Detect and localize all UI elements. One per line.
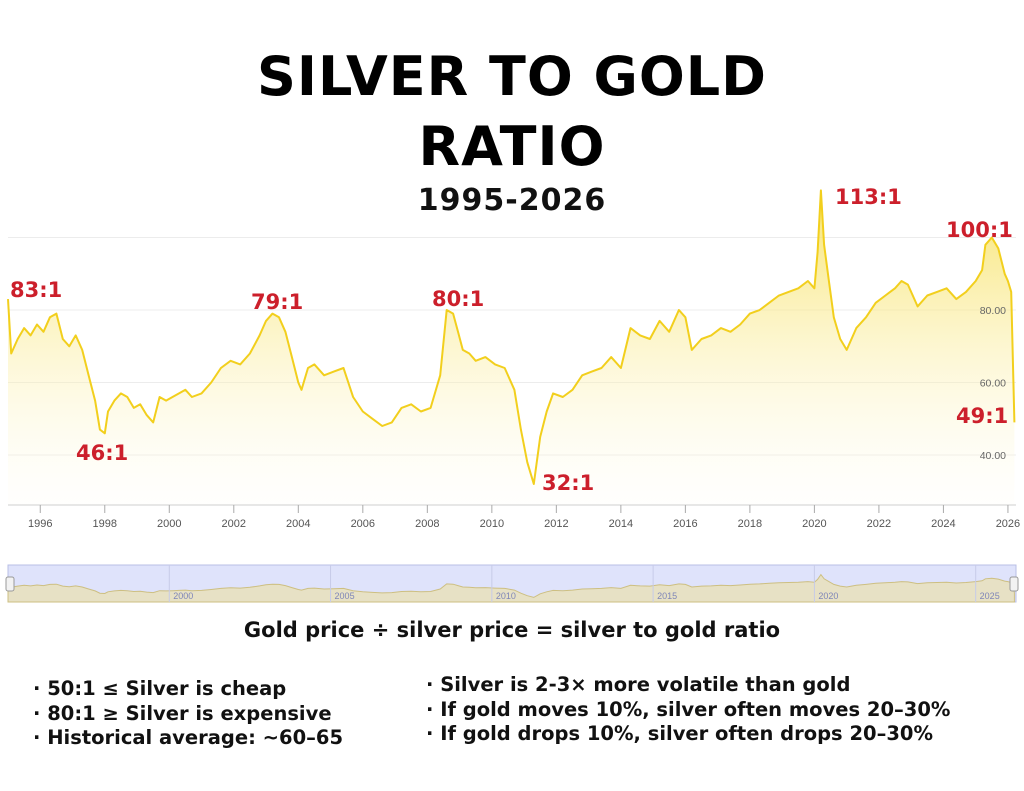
navigator-tick-label: 2000 [173,591,193,601]
y-tick-label: 80.00 [980,305,1006,317]
y-tick-label: 40.00 [980,450,1006,462]
ratio-area [8,190,1015,505]
annotation-label: 83:1 [10,278,62,302]
x-tick-label: 2020 [802,518,826,530]
note-item: If gold drops 10%, silver often drops 20… [426,722,950,747]
y-tick-label: 60.00 [980,378,1006,390]
note-item: 80:1 ≥ Silver is expensive [33,702,343,727]
annotation-label: 80:1 [432,287,484,311]
x-tick-label: 2024 [931,518,955,530]
formula-caption: Gold price ÷ silver price = silver to go… [243,618,781,642]
ratio-chart: 40.00 60.00 80.00 1996 1998 2000 2002 2004 2006… [5,185,1020,603]
title-line-2: RATIO [418,115,606,178]
x-tick-label: 2012 [544,518,568,530]
navigator-tick-label: 2025 [980,591,1000,601]
x-tick-label: 2002 [222,518,246,530]
note-item: Silver is 2-3× more volatile than gold [426,673,950,698]
x-tick-label: 2010 [480,518,504,530]
x-tick-label: 1998 [93,518,117,530]
annotation-label: 49:1 [956,404,1008,428]
note-item: 50:1 ≤ Silver is cheap [33,677,343,702]
annotation-label: 79:1 [251,290,303,314]
x-tick-label: 2018 [738,518,762,530]
subtitle: 1995-2026 [417,183,607,218]
ratio-line [7,189,1016,485]
x-tick-label: 2016 [673,518,697,530]
x-tick-label: 2022 [867,518,891,530]
navigator-tick-label: 2010 [496,591,516,601]
note-item: If gold moves 10%, silver often moves 20… [426,698,950,723]
notes-left: 50:1 ≤ Silver is cheap 80:1 ≥ Silver is … [33,677,343,751]
x-tick-label: 2000 [157,518,181,530]
annotation-label: 32:1 [542,471,594,495]
annotation-label: 100:1 [946,218,1013,242]
navigator-right-handle[interactable] [1009,576,1019,592]
navigator-tick-label: 2020 [818,591,838,601]
x-tick-label: 2014 [609,518,633,530]
x-tick-label: 2006 [351,518,375,530]
navigator-tick-label: 2005 [335,591,355,601]
title-line-1: SILVER TO GOLD [256,45,768,108]
x-tick-label: 2004 [286,518,310,530]
x-tick-label: 1996 [28,518,52,530]
annotation-label: 113:1 [835,185,902,209]
x-tick-label: 2008 [415,518,439,530]
navigator-series [7,573,1015,603]
x-tick-label: 2026 [996,518,1020,530]
navigator-tick-label: 2015 [657,591,677,601]
navigator-left-handle[interactable] [5,576,15,592]
notes-right: Silver is 2-3× more volatile than gold I… [426,673,950,747]
note-item: Historical average: ~60–65 [33,726,343,751]
annotation-label: 46:1 [76,441,128,465]
